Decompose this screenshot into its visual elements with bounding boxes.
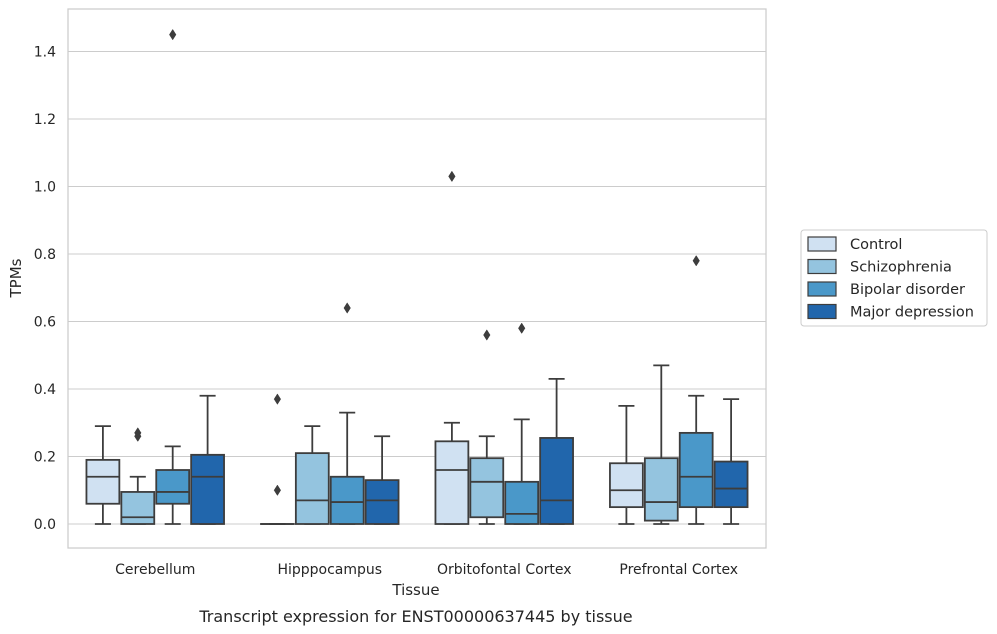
y-tick-label: 0.4: [34, 382, 56, 398]
box: [329, 475, 365, 525]
box: [294, 452, 330, 525]
outlier-point: [448, 170, 456, 183]
box-plot: [260, 393, 295, 525]
box-plot: [678, 255, 714, 525]
x-tick-label: Cerebellum: [115, 562, 195, 578]
y-tick-label: 0.6: [34, 315, 56, 331]
box: [504, 480, 540, 525]
legend-swatch: [807, 258, 837, 275]
x-axis-label: Tissue: [391, 581, 439, 599]
box-plot: [120, 427, 156, 525]
outlier-point: [343, 302, 351, 314]
box-plot: [364, 435, 400, 525]
chart-caption: Transcript expression for ENST0000063744…: [198, 607, 632, 626]
y-tick-label: 0.0: [34, 517, 56, 533]
box-plot: [469, 329, 505, 525]
x-tick-label: Prefrontal Cortex: [619, 562, 738, 578]
legend-swatch: [807, 303, 837, 320]
legend: Control Schizophrenia Bipolar disorder Majo…: [800, 229, 988, 327]
box: [155, 469, 191, 505]
box: [539, 437, 574, 525]
legend-swatch: [807, 281, 837, 297]
box: [190, 453, 225, 525]
outlier-point: [273, 484, 281, 496]
y-tick-label: 1.4: [34, 45, 56, 61]
box: [469, 457, 505, 519]
legend-swatch: [807, 236, 837, 252]
box: [609, 462, 644, 509]
box-plot: [713, 398, 749, 525]
outlier-point: [692, 255, 700, 267]
box-plot: [434, 170, 470, 525]
outlier-point: [273, 393, 281, 405]
box-plot: [329, 302, 365, 525]
y-tick-labels: 0.0 0.2 0.4 0.6 0.8 1.0 1.2 1.4: [34, 45, 56, 534]
legend-label: Control: [850, 237, 902, 253]
box-plot: [539, 377, 574, 525]
box: [713, 460, 749, 509]
box-plot: [294, 425, 330, 525]
outlier-point: [134, 430, 142, 442]
box-plot: [504, 322, 540, 525]
box-plot: [85, 425, 121, 525]
legend-label: Bipolar disorder: [850, 282, 965, 298]
legend-label: Schizophrenia: [850, 260, 952, 276]
outlier-point: [518, 322, 526, 334]
grid-lines: [68, 50, 766, 525]
box: [85, 458, 121, 505]
x-tick-label: Hipppocampus: [277, 562, 382, 578]
box-plot: [609, 404, 644, 525]
x-tick-label: Orbitofontal Cortex: [437, 562, 572, 578]
box-plot: [190, 394, 225, 525]
box: [364, 479, 400, 525]
box: [434, 440, 470, 525]
y-tick-label: 1.0: [34, 180, 56, 196]
legend-label: Major depression: [850, 305, 974, 321]
box-plot: [643, 364, 679, 525]
box: [120, 491, 156, 525]
outlier-point: [483, 329, 491, 341]
y-tick-label: 0.8: [34, 247, 56, 263]
box: [643, 457, 679, 522]
box: [678, 431, 714, 509]
plot-area-frame: [67, 8, 767, 549]
box-plots: [85, 28, 749, 525]
x-tick-labels: Cerebellum Hipppocampus Orbitofontal Corte…: [115, 562, 738, 578]
box-plot: [155, 28, 191, 525]
outlier-point: [169, 28, 177, 41]
y-tick-label: 0.2: [34, 450, 56, 466]
legend-frame: [800, 229, 988, 327]
y-axis-label: TPMs: [7, 258, 25, 298]
y-tick-label: 1.2: [34, 112, 56, 128]
